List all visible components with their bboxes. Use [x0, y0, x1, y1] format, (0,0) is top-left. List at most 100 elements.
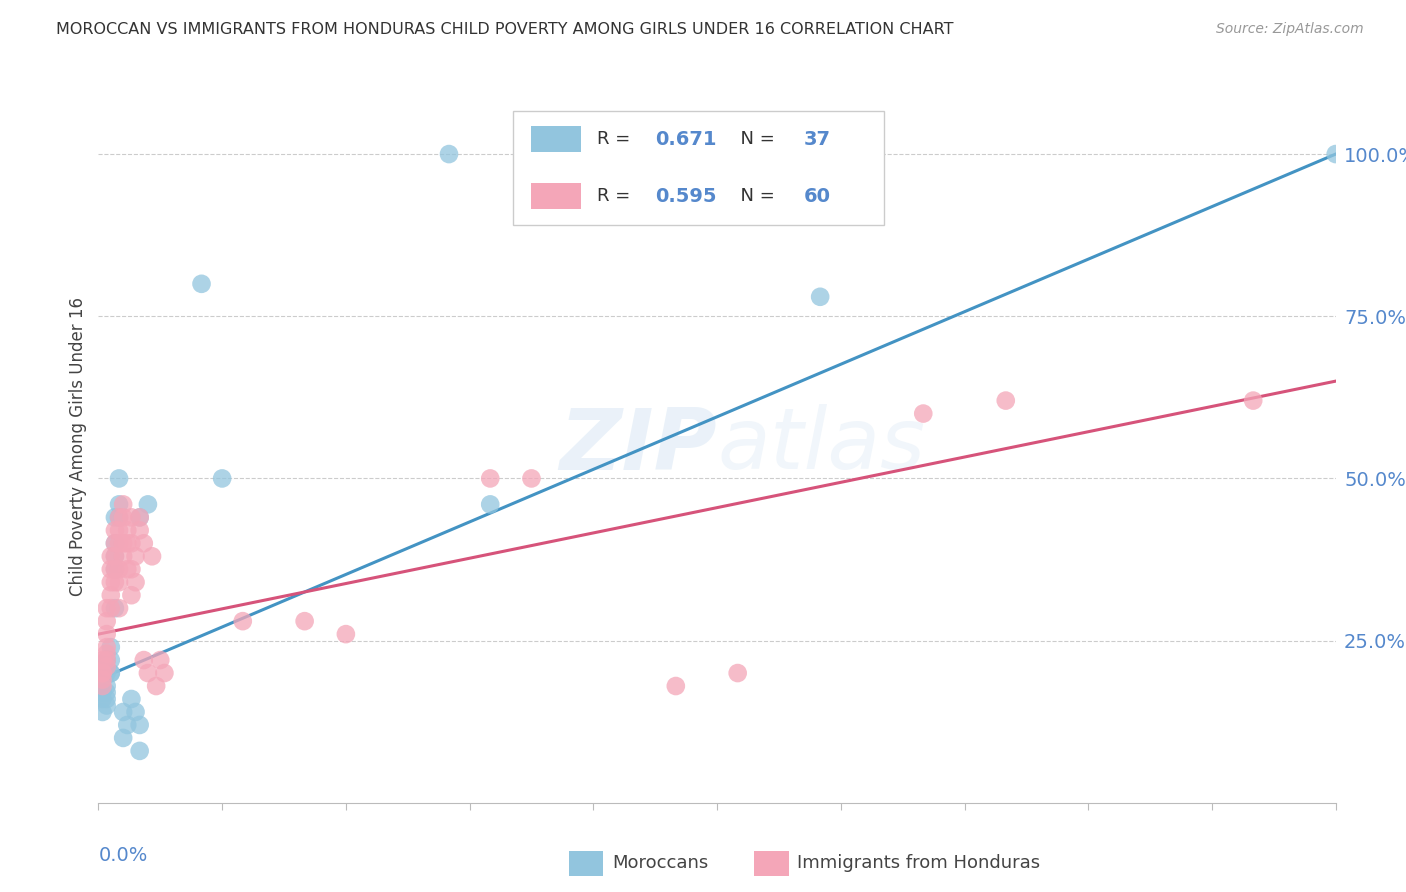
Point	[1241, 393, 1264, 408]
Point	[112, 510, 135, 524]
Point	[190, 277, 212, 291]
Point	[91, 666, 114, 681]
Point	[96, 653, 118, 667]
Point	[727, 666, 749, 681]
Point	[100, 588, 122, 602]
Point	[994, 393, 1017, 408]
Point	[128, 718, 150, 732]
Point	[104, 536, 127, 550]
Text: Immigrants from Honduras: Immigrants from Honduras	[797, 855, 1040, 872]
Point	[112, 705, 135, 719]
Point	[100, 653, 122, 667]
Point	[96, 601, 118, 615]
Text: 60: 60	[804, 186, 831, 206]
Point	[153, 666, 176, 681]
Point	[100, 601, 122, 615]
Point	[108, 562, 131, 576]
Point	[120, 692, 142, 706]
Point	[112, 549, 135, 564]
FancyBboxPatch shape	[531, 127, 581, 152]
Point	[96, 659, 118, 673]
Text: 0.595: 0.595	[655, 186, 717, 206]
Point	[96, 692, 118, 706]
Point	[149, 653, 172, 667]
FancyBboxPatch shape	[568, 851, 603, 876]
Point	[96, 679, 118, 693]
Point	[91, 653, 114, 667]
Point	[211, 471, 233, 485]
Point	[100, 640, 122, 654]
Text: ZIP: ZIP	[560, 404, 717, 488]
Point	[91, 679, 114, 693]
Point	[96, 640, 118, 654]
Point	[112, 497, 135, 511]
Point	[96, 666, 118, 681]
Point	[108, 510, 131, 524]
Point	[232, 614, 254, 628]
Point	[294, 614, 316, 628]
Point	[124, 549, 146, 564]
Text: MOROCCAN VS IMMIGRANTS FROM HONDURAS CHILD POVERTY AMONG GIRLS UNDER 16 CORRELAT: MOROCCAN VS IMMIGRANTS FROM HONDURAS CHI…	[56, 22, 953, 37]
Text: 37: 37	[804, 129, 831, 149]
Point	[91, 673, 114, 687]
Text: 0.671: 0.671	[655, 129, 717, 149]
Point	[104, 562, 127, 576]
Point	[91, 705, 114, 719]
Point	[104, 575, 127, 590]
Point	[91, 692, 114, 706]
Point	[520, 471, 543, 485]
Point	[100, 666, 122, 681]
Point	[145, 679, 167, 693]
Point	[120, 588, 142, 602]
Point	[100, 562, 122, 576]
Point	[91, 666, 114, 681]
Point	[124, 705, 146, 719]
Point	[108, 497, 131, 511]
Point	[120, 510, 142, 524]
Point	[104, 549, 127, 564]
Point	[96, 653, 118, 667]
Point	[117, 524, 139, 538]
Point	[117, 536, 139, 550]
Point	[808, 290, 831, 304]
Text: 0.0%: 0.0%	[98, 846, 148, 864]
Y-axis label: Child Poverty Among Girls Under 16: Child Poverty Among Girls Under 16	[69, 296, 87, 596]
Point	[112, 536, 135, 550]
Point	[120, 536, 142, 550]
Point	[104, 601, 127, 615]
Point	[104, 536, 127, 550]
FancyBboxPatch shape	[531, 184, 581, 209]
Point	[104, 562, 127, 576]
Point	[108, 536, 131, 550]
Point	[141, 549, 163, 564]
Point	[117, 718, 139, 732]
Point	[124, 575, 146, 590]
Point	[96, 685, 118, 699]
Point	[479, 471, 502, 485]
Point	[128, 510, 150, 524]
FancyBboxPatch shape	[754, 851, 789, 876]
Text: Source: ZipAtlas.com: Source: ZipAtlas.com	[1216, 22, 1364, 37]
Point	[437, 147, 460, 161]
Text: R =: R =	[598, 187, 636, 205]
Point	[96, 698, 118, 713]
Point	[108, 471, 131, 485]
Point	[132, 653, 155, 667]
Point	[100, 549, 122, 564]
Point	[96, 614, 118, 628]
Point	[100, 666, 122, 681]
Point	[128, 510, 150, 524]
Point	[96, 647, 118, 661]
Point	[1324, 147, 1347, 161]
Point	[120, 562, 142, 576]
Point	[108, 601, 131, 615]
Text: N =: N =	[730, 187, 780, 205]
Point	[100, 575, 122, 590]
Point	[91, 685, 114, 699]
Point	[335, 627, 357, 641]
Text: N =: N =	[730, 130, 780, 148]
Text: Moroccans: Moroccans	[612, 855, 709, 872]
Point	[96, 627, 118, 641]
Point	[665, 679, 688, 693]
Point	[479, 497, 502, 511]
